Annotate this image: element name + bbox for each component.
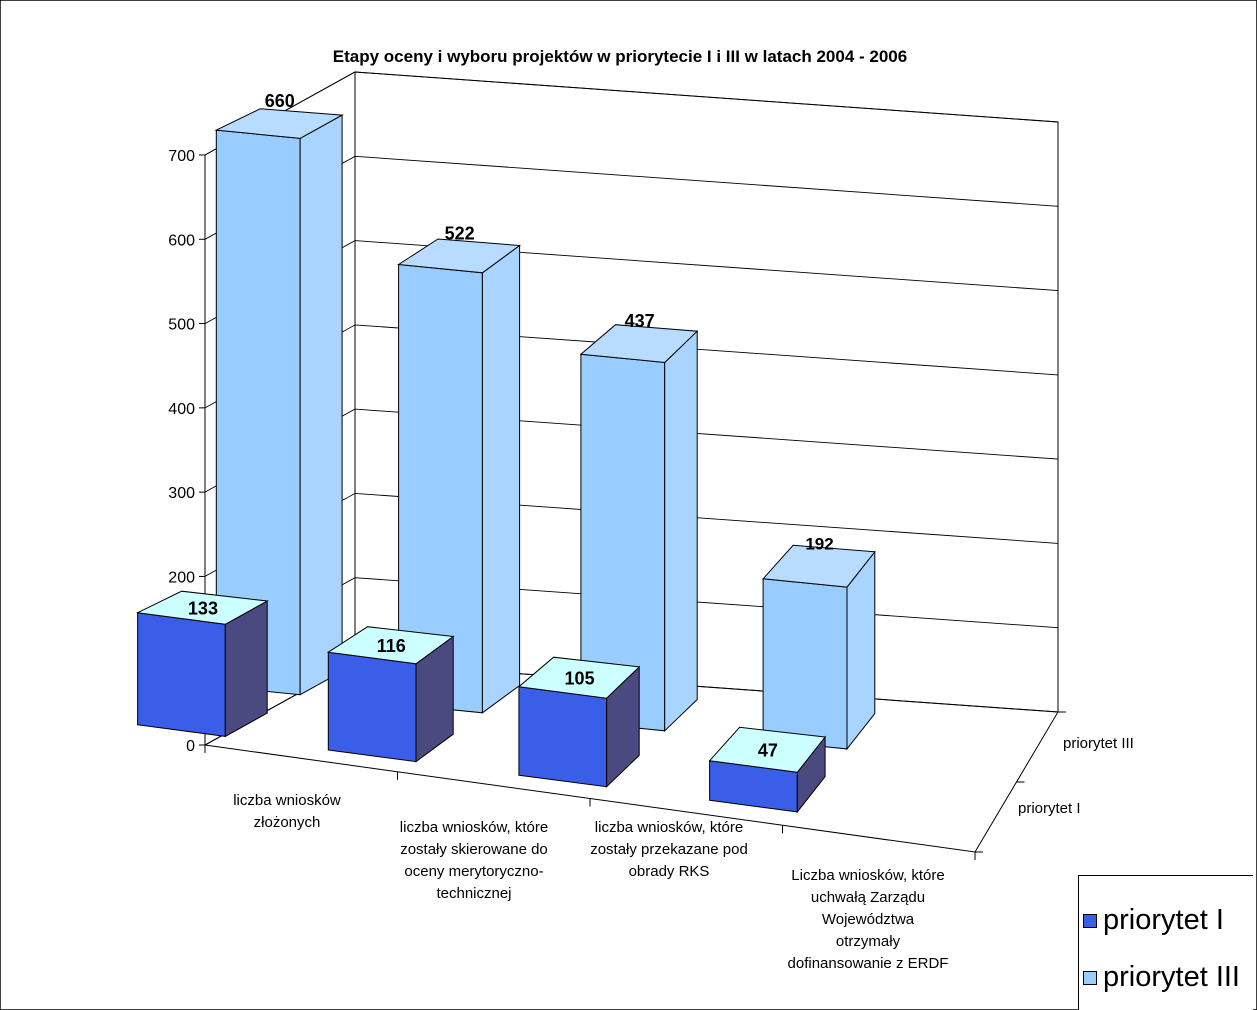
bar: 660 <box>214 91 344 696</box>
x-category-label-line: zostały przekazane pod <box>590 841 748 858</box>
x-category-label-line: Województwa <box>822 911 915 928</box>
bar: 437 <box>579 311 699 732</box>
bar-top-face <box>214 108 344 139</box>
series-priorytet-I-bars: 133 116 105 47 <box>135 590 827 814</box>
x-axis-labels: liczba wniosków złożonych liczba wniosków,… <box>204 745 976 972</box>
x-category-label-line: dofinansowanie z ERDF <box>788 955 949 972</box>
x-category-label-line: złożonych <box>254 814 321 831</box>
y-tick-label: 500 <box>168 317 195 334</box>
x-category-label-line: Liczba wniosków, które <box>791 867 944 884</box>
x-category-label-line: oceny merytoryczno- <box>404 863 543 880</box>
depth-axis-labels: priorytet I priorytet III <box>975 711 1134 853</box>
data-label: 105 <box>565 668 595 688</box>
bar: 133 <box>135 590 269 738</box>
legend-item-priorytet-I: priorytet I <box>1083 904 1224 937</box>
legend-label-priorytet-III: priorytet III <box>1103 961 1240 993</box>
y-tick-label: 700 <box>168 148 195 165</box>
x-category-label-line: uchwałą Zarządu <box>811 889 925 906</box>
x-category-label-line: liczba wniosków <box>233 792 341 809</box>
x-category-label-line: liczba wniosków, które <box>400 819 548 836</box>
legend-label-priorytet-I: priorytet I <box>1103 904 1224 936</box>
bar-top-face <box>762 544 876 588</box>
bar-side-face <box>481 244 521 714</box>
x-category-label-line: obrady RKS <box>629 863 710 880</box>
bar-top-face <box>517 656 641 699</box>
bar-top-face <box>708 726 827 773</box>
bar: 522 <box>397 223 521 714</box>
data-label: 116 <box>377 636 406 656</box>
y-tick-label: 300 <box>168 485 195 502</box>
bar-side-face <box>299 114 343 696</box>
data-label: 660 <box>265 91 295 111</box>
bar-front-face <box>762 578 848 750</box>
y-tick-label: 0 <box>186 738 195 755</box>
legend: priorytet I priorytet III <box>1078 875 1253 1010</box>
bar-top-face <box>397 238 521 274</box>
depth-axis-label: priorytet III <box>1063 735 1134 752</box>
bar-front-face <box>327 651 417 763</box>
y-tick-label: 400 <box>168 401 195 418</box>
bar-side-face <box>664 330 698 732</box>
bar: 116 <box>326 626 455 763</box>
y-tick-label: 200 <box>168 569 195 586</box>
bar-front-face <box>518 686 608 788</box>
legend-item-priorytet-III: priorytet III <box>1083 961 1240 994</box>
data-label: 192 <box>805 535 833 554</box>
data-label: 133 <box>188 598 218 618</box>
data-label: 437 <box>625 311 655 331</box>
bar: 105 <box>517 656 641 788</box>
bar-top-face <box>326 626 455 665</box>
bar: 192 <box>762 535 876 751</box>
data-label: 522 <box>445 223 475 243</box>
bar-top-face <box>135 590 269 625</box>
depth-axis-label: priorytet I <box>1018 800 1081 817</box>
bar-front-face <box>137 612 226 737</box>
y-tick-label: 600 <box>168 232 195 249</box>
x-category-label: liczba wniosków, które zostały przekazane… <box>590 819 748 880</box>
x-category-label: liczba wniosków, które zostały skierowane… <box>400 819 548 902</box>
legend-swatch-priorytet-I <box>1083 913 1097 928</box>
legend-swatch-priorytet-III <box>1083 970 1097 985</box>
x-category-label-line: zostały skierowane do <box>400 841 548 858</box>
x-category-label: liczba wniosków złożonych <box>233 792 341 831</box>
data-label: 47 <box>758 740 778 760</box>
x-category-label-line: otrzymały <box>836 933 901 950</box>
chart-title: Etapy oceny i wyboru projektów w prioryt… <box>333 47 907 66</box>
x-category-label-line: technicznej <box>436 885 511 902</box>
series-priorytet-III-bars: 660 522 437 192 <box>214 91 876 751</box>
bar-top-face <box>579 324 699 364</box>
x-category-label: Liczba wniosków, które uchwałą Zarządu Woj… <box>788 867 949 972</box>
x-category-label-line: liczba wniosków, które <box>595 819 743 836</box>
bar: 47 <box>708 726 827 814</box>
